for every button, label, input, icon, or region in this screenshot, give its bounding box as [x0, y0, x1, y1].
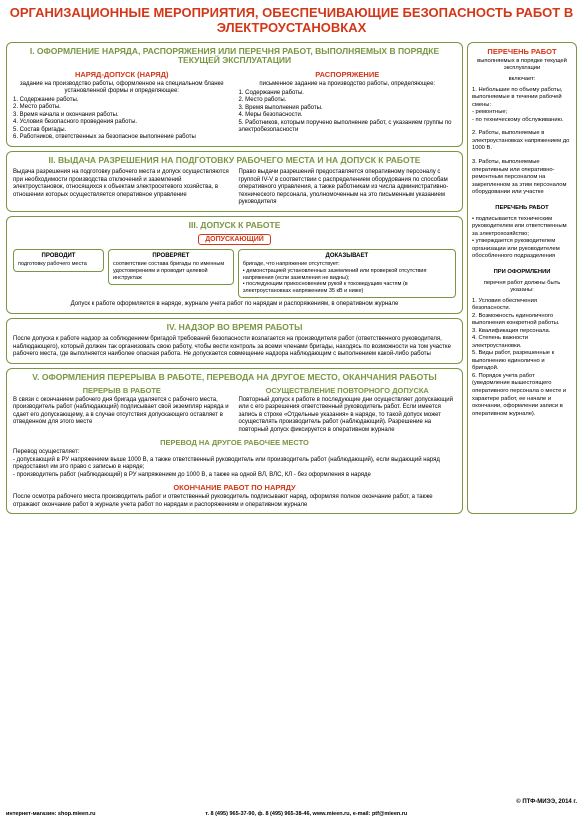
sidebar-sub: выполняемых в порядке текущей эксплуатац… [472, 58, 572, 72]
section-3: III. ДОПУСК К РАБОТЕ ДОПУСКАЮЩИЙ ПРОВОДИ… [6, 216, 463, 314]
content-wrapper: I. ОФОРМЛЕНИЕ НАРЯДА, РАСПОРЯЖЕНИЯ ИЛИ П… [6, 42, 577, 515]
flow-2-hd: ПРОВЕРЯЕТ [113, 253, 229, 260]
transfer-intro: Перевод осуществляет: [13, 449, 456, 457]
break-heading: ПЕРЕРЫВ В РАБОТЕ [13, 386, 231, 395]
break-body: В связи с окончанием рабочего дня бригад… [13, 397, 231, 427]
sidebar: ПЕРЕЧЕНЬ РАБОТ выполняемых в порядке тек… [467, 42, 577, 515]
section-1-title: I. ОФОРМЛЕНИЕ НАРЯДА, РАСПОРЯЖЕНИЯ ИЛИ П… [13, 47, 456, 66]
section-1: I. ОФОРМЛЕНИЕ НАРЯДА, РАСПОРЯЖЕНИЯ ИЛИ П… [6, 42, 463, 147]
section-4: IV. НАДЗОР ВО ВРЕМЯ РАБОТЫ После допуска… [6, 318, 463, 364]
repeat-body: Повторный допуск к работе в последующие … [239, 397, 457, 435]
sidebar-includes: включает: [472, 76, 572, 83]
break-block: ПЕРЕРЫВ В РАБОТЕ В связи с окончанием ра… [13, 386, 231, 435]
flow-box-1: ПРОВОДИТ подготовку рабочего места [13, 249, 104, 272]
transfer-body: - допускающий в РУ напряжением выше 1000… [13, 457, 456, 480]
sidebar-form-body: 1. Условия обеспечения безопасности. 2. … [472, 298, 572, 419]
flow-1-hd: ПРОВОДИТ [18, 253, 99, 260]
section-5-title: V. ОФОРМЛЕНИЯ ПЕРЕРЫВА В РАБОТЕ, ПЕРЕВОД… [13, 373, 456, 382]
naryad-items: 1. Содержание работы. 2. Место работы. 3… [13, 97, 231, 142]
end-body: После осмотра рабочего места производите… [13, 494, 456, 509]
rasp-items: 1. Содержание работы. 2. Место работы. 3… [239, 90, 457, 135]
flow-3-body: бригаде, что напряжение отсутствует: • д… [243, 261, 451, 294]
flow-box-2: ПРОВЕРЯЕТ соответствие состава бригады п… [108, 249, 234, 285]
section-4-title: IV. НАДЗОР ВО ВРЕМЯ РАБОТЫ [13, 323, 456, 332]
section-4-body: После допуска к работе надзор за соблюде… [13, 336, 456, 359]
footer-center: т. 8 (495) 965-37-90, ф. 8 (495) 965-38-… [96, 811, 517, 817]
section-1-right: РАСПОРЯЖЕНИЕ письменное задание на произ… [239, 70, 457, 142]
transfer-heading: ПЕРЕВОД НА ДРУГОЕ РАБОЧЕЕ МЕСТО [13, 438, 456, 447]
sidebar-block-1: ПЕРЕЧЕНЬ РАБОТ выполняемых в порядке тек… [472, 47, 572, 197]
repeat-block: ОСУЩЕСТВЛЕНИЕ ПОВТОРНОГО ДОПУСКА Повторн… [239, 386, 457, 435]
footer: интернет-магазин: shop.mieen.ru т. 8 (49… [6, 811, 577, 817]
left-column: I. ОФОРМЛЕНИЕ НАРЯДА, РАСПОРЯЖЕНИЯ ИЛИ П… [6, 42, 463, 515]
copyright: © ПТФ-МИЭЭ, 2014 г. [516, 799, 577, 805]
sidebar-b2: 2. Работы, выполняемые в электроустановк… [472, 130, 572, 153]
sidebar-mid-body: • подписывается техническим руководителе… [472, 216, 572, 261]
section-3-flow: ПРОВОДИТ подготовку рабочего места ПРОВЕ… [13, 249, 456, 298]
flow-3-hd: ДОКАЗЫВАЕТ [243, 253, 451, 260]
section-3-footer: Допуск к работе оформляется в наряде, жу… [13, 301, 456, 309]
flow-1-body: подготовку рабочего места [18, 261, 99, 268]
rasp-heading: РАСПОРЯЖЕНИЕ [239, 70, 457, 79]
naryad-heading: НАРЯД-ДОПУСК (НАРЯД) [13, 70, 231, 79]
section-1-left: НАРЯД-ДОПУСК (НАРЯД) задание на производ… [13, 70, 231, 142]
section-2: II. ВЫДАЧА РАЗРЕШЕНИЯ НА ПОДГОТОВКУ РАБО… [6, 151, 463, 212]
sidebar-b1: 1. Небольшие по объему работы, выполняем… [472, 87, 572, 125]
section-2-title: II. ВЫДАЧА РАЗРЕШЕНИЯ НА ПОДГОТОВКУ РАБО… [13, 156, 456, 165]
flow-box-3: ДОКАЗЫВАЕТ бригаде, что напряжение отсут… [238, 249, 456, 298]
section-5: V. ОФОРМЛЕНИЯ ПЕРЕРЫВА В РАБОТЕ, ПЕРЕВОД… [6, 368, 463, 515]
flow-2-body: соответствие состава бригады по именным … [113, 261, 229, 281]
sidebar-mid-heading: ПЕРЕЧЕНЬ РАБОТ [472, 205, 572, 212]
sidebar-block-2: ПЕРЕЧЕНЬ РАБОТ • подписывается техническ… [472, 205, 572, 261]
main-title: ОРГАНИЗАЦИОННЫЕ МЕРОПРИЯТИЯ, ОБЕСПЕЧИВАЮ… [6, 6, 577, 36]
sidebar-form-heading: ПРИ ОФОРМЛЕНИИ [472, 269, 572, 276]
naryad-subtitle: задание на производство работы, оформлен… [13, 81, 231, 95]
rasp-subtitle: письменное задание на производство работ… [239, 81, 457, 88]
sidebar-block-3: ПРИ ОФОРМЛЕНИИ перечня работ должны быть… [472, 269, 572, 418]
section-3-title: III. ДОПУСК К РАБОТЕ [13, 221, 456, 230]
end-heading: ОКОНЧАНИЕ РАБОТ ПО НАРЯДУ [13, 483, 456, 492]
repeat-heading: ОСУЩЕСТВЛЕНИЕ ПОВТОРНОГО ДОПУСКА [239, 386, 457, 395]
sidebar-form-sub: перечня работ должны быть указаны: [472, 280, 572, 294]
sidebar-heading: ПЕРЕЧЕНЬ РАБОТ [472, 47, 572, 56]
dopusk-label: ДОПУСКАЮЩИЙ [198, 234, 271, 245]
section-2-right: Право выдачи разрешений предоставляется … [239, 169, 457, 207]
sidebar-b3: 3. Работы, выполняемые оперативным или о… [472, 159, 572, 197]
footer-left: интернет-магазин: shop.mieen.ru [6, 811, 96, 817]
section-2-left: Выдача разрешения на подготовку рабочего… [13, 169, 231, 207]
